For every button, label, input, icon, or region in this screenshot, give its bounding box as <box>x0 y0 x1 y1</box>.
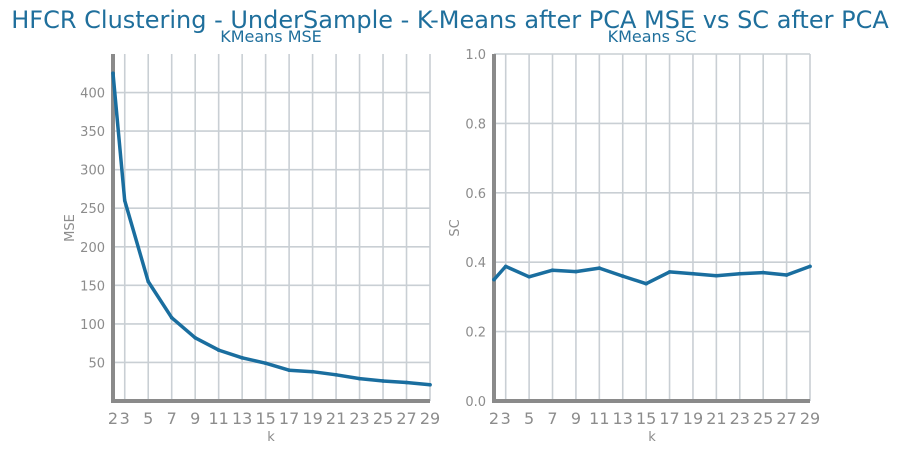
sc-x-tick-label: 2 <box>489 409 499 428</box>
mse-data-point <box>146 279 151 284</box>
sc-panel-title: KMeans SC <box>608 27 697 46</box>
mse-data-point <box>122 198 127 203</box>
sc-x-tick-label: 7 <box>547 409 557 428</box>
sc-x-axis-label: k <box>648 430 656 445</box>
sc-data-point <box>784 273 789 277</box>
sc-data-point <box>550 268 555 272</box>
mse-y-tick-label: 250 <box>80 202 105 217</box>
mse-y-tick-label: 350 <box>80 125 105 140</box>
sc-x-tick-label: 3 <box>501 409 511 428</box>
mse-x-tick-label: 19 <box>302 409 322 428</box>
mse-x-tick-label: 5 <box>143 409 153 428</box>
sc-y-ticks: 0.0 0.2 0.4 0.6 0.8 1.0 <box>465 48 486 410</box>
mse-data-point <box>381 379 385 383</box>
sc-x-tick-label: 17 <box>659 409 679 428</box>
mse-x-ticks: 2 3 5 7 9 11 13 15 17 19 21 23 25 27 29 <box>108 409 440 428</box>
sc-x-tick-label: 11 <box>589 409 609 428</box>
mse-x-tick-label: 11 <box>208 409 228 428</box>
sc-data-point <box>644 281 648 286</box>
sc-x-tick-label: 23 <box>730 409 750 428</box>
sc-y-tick-label: 0.6 <box>465 187 486 202</box>
mse-y-axis-label: MSE <box>63 214 78 242</box>
mse-series <box>111 71 432 387</box>
mse-grid <box>112 54 431 401</box>
sc-series <box>492 264 812 286</box>
sc-y-tick-label: 0.0 <box>465 395 486 410</box>
mse-data-point <box>428 383 432 387</box>
sc-data-point <box>492 277 496 282</box>
sc-data-point <box>737 271 742 276</box>
mse-x-tick-label: 17 <box>279 409 299 428</box>
mse-data-point <box>263 361 268 366</box>
sc-data-point <box>714 273 719 278</box>
mse-x-tick-label: 15 <box>255 409 275 428</box>
sc-x-tick-label: 29 <box>800 409 820 428</box>
mse-data-point <box>310 369 315 374</box>
sc-x-tick-label: 25 <box>753 409 773 428</box>
mse-data-point <box>357 376 362 381</box>
sc-axes <box>492 54 810 403</box>
figure-title: HFCR Clustering - UnderSample - K-Means … <box>11 6 889 34</box>
sc-y-tick-label: 0.2 <box>465 326 486 341</box>
mse-data-point <box>287 368 291 372</box>
sc-x-tick-label: 21 <box>706 409 726 428</box>
sc-x-tick-label: 9 <box>571 409 581 428</box>
sc-x-tick-label: 27 <box>776 409 796 428</box>
mse-data-point <box>240 356 244 360</box>
sc-data-point <box>597 266 602 270</box>
sc-data-point <box>527 274 531 279</box>
sc-x-tick-label: 15 <box>636 409 656 428</box>
mse-x-tick-label: 7 <box>167 409 177 428</box>
mse-data-point <box>111 71 115 76</box>
mse-data-point <box>216 348 221 352</box>
sc-data-point <box>503 264 508 269</box>
mse-x-tick-label: 2 <box>108 409 118 428</box>
sc-y-axis-label: SC <box>448 219 463 236</box>
mse-data-point <box>169 315 174 320</box>
mse-y-tick-label: 150 <box>80 279 105 294</box>
sc-y-tick-label: 0.8 <box>465 117 486 132</box>
mse-y-ticks: 50 100 150 200 250 300 350 400 <box>80 87 105 372</box>
sc-grid <box>493 53 811 402</box>
sc-data-point <box>691 271 695 276</box>
sc-data-point <box>761 270 765 275</box>
mse-panel-title: KMeans MSE <box>220 27 322 46</box>
mse-x-tick-label: 25 <box>373 409 393 428</box>
mse-x-tick-label: 21 <box>326 409 346 428</box>
mse-x-tick-label: 29 <box>420 409 440 428</box>
sc-panel: KMeans SC 2 3 5 7 9 11 13 15 17 19 21 23 25 27 29 0.00… <box>448 27 820 445</box>
mse-y-tick-label: 300 <box>80 164 105 179</box>
sc-x-tick-label: 13 <box>613 409 633 428</box>
mse-y-tick-label: 400 <box>80 87 105 102</box>
sc-y-tick-label: 1.0 <box>465 48 486 63</box>
mse-data-point <box>193 335 197 340</box>
mse-x-tick-label: 27 <box>396 409 416 428</box>
mse-y-tick-label: 100 <box>80 318 105 333</box>
sc-data-point <box>620 274 625 278</box>
sc-data-point <box>574 269 578 274</box>
mse-x-tick-label: 9 <box>190 409 200 428</box>
mse-x-tick-label: 3 <box>120 409 130 428</box>
mse-panel: KMeans MSE 2 3 5 7 9 11 13 15 17 19 21 23 25 27 29 501… <box>63 27 440 445</box>
mse-axes <box>111 54 430 403</box>
mse-x-tick-label: 13 <box>232 409 252 428</box>
sc-x-tick-label: 5 <box>524 409 534 428</box>
sc-y-tick-label: 0.4 <box>465 256 486 271</box>
sc-data-point <box>667 270 672 274</box>
mse-x-tick-label: 23 <box>349 409 369 428</box>
mse-x-axis-label: k <box>267 430 275 445</box>
mse-y-tick-label: 200 <box>80 241 105 256</box>
sc-data-point <box>808 264 812 269</box>
sc-x-tick-label: 19 <box>683 409 703 428</box>
mse-data-point <box>404 380 409 385</box>
mse-data-point <box>334 372 338 377</box>
mse-y-tick-label: 50 <box>88 356 105 371</box>
sc-x-ticks: 2 3 5 7 9 11 13 15 17 19 21 23 25 27 29 <box>489 409 820 428</box>
